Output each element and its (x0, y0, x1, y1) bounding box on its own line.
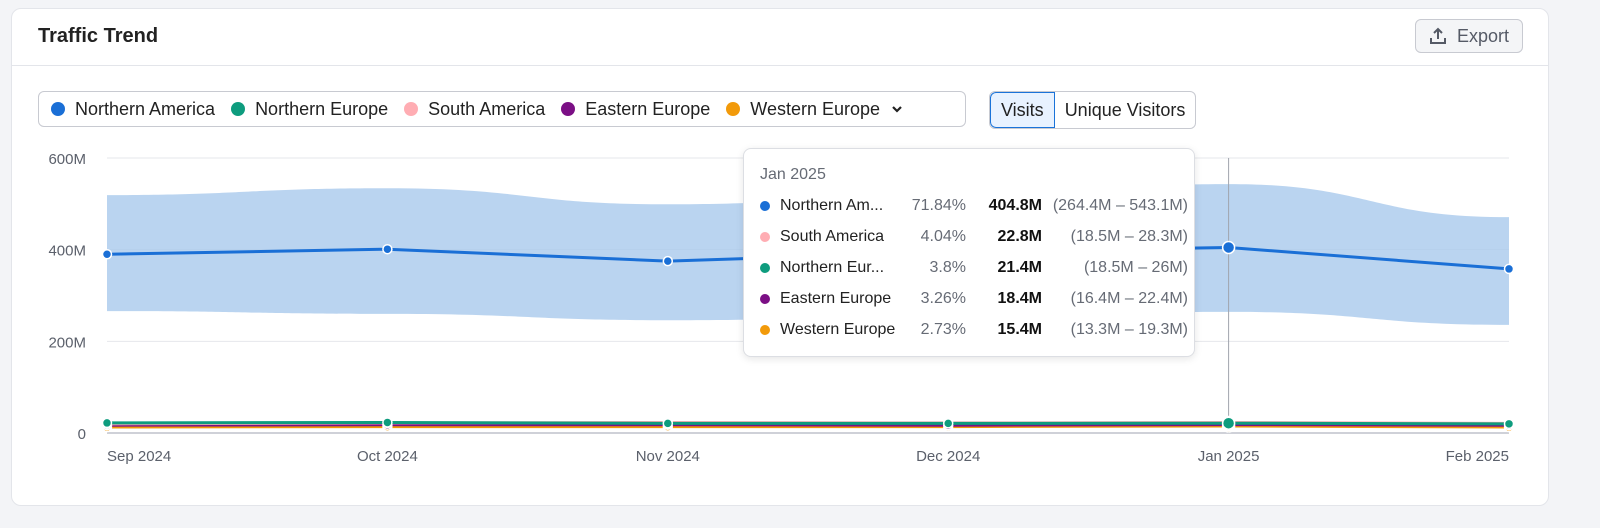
tooltip-percent: 4.04% (920, 228, 966, 245)
x-tick-label: Jan 2025 (1198, 448, 1260, 465)
series-dot (726, 102, 741, 116)
legend-item-western-europe[interactable]: Western Europe (726, 99, 880, 120)
x-tick-label: Feb 2025 (1446, 448, 1509, 465)
legend-item-northern-america[interactable]: Northern America (51, 99, 215, 120)
x-tick-label: Sep 2024 (107, 448, 171, 465)
data-point (382, 243, 393, 255)
tooltip-percent: 71.84% (911, 197, 966, 214)
series-dot (760, 294, 770, 304)
toggle-unique-visitors[interactable]: Unique Visitors (1064, 99, 1186, 120)
series-dot (760, 201, 770, 211)
series-dot (760, 263, 770, 273)
tooltip-series-name: Western Europe (780, 321, 896, 338)
data-point (101, 417, 113, 429)
tooltip-series-name: Northern Am... (780, 197, 884, 214)
series-dot (561, 102, 576, 116)
x-tick-label: Dec 2024 (916, 448, 980, 465)
y-tick-label: 600M (48, 151, 86, 168)
tooltip-row: Western Europe 2.73% 15.4M (13.3M – 19.3M) (760, 320, 1190, 340)
data-point (662, 255, 674, 267)
tooltip-row: Eastern Europe 3.26% 18.4M (16.4M – 22.4M) (760, 289, 1190, 309)
data-point (1221, 240, 1236, 255)
data-point (1503, 418, 1515, 430)
metric-toggle[interactable]: Visits Unique Visitors (989, 91, 1197, 129)
tooltip-series-name: Northern Eur... (780, 259, 885, 276)
card-header: Traffic Trend Export (12, 9, 1548, 66)
card-title: Traffic Trend (38, 25, 159, 47)
tooltip-value: 21.4M (997, 259, 1042, 276)
y-tick-label: 0 (78, 426, 86, 443)
tooltip-value: 18.4M (997, 290, 1042, 307)
tooltip-series-name: South America (780, 228, 885, 245)
series-dot (760, 325, 770, 335)
tooltip-range: (16.4M – 22.4M) (1070, 290, 1188, 307)
series-dot (231, 102, 246, 116)
tooltip-value: 15.4M (997, 321, 1042, 338)
upload-icon (1429, 27, 1446, 44)
tooltip-row: Northern Am... 71.84% 404.8M (264.4M – 543.… (760, 196, 1190, 216)
series-dot (760, 232, 770, 242)
legend-label: Western Europe (750, 98, 881, 119)
legend-item-eastern-europe[interactable]: Eastern Europe (561, 99, 710, 120)
tooltip-row: South America 4.04% 22.8M (18.5M – 28.3M) (760, 227, 1190, 247)
legend-item-south-america[interactable]: South America (404, 99, 545, 120)
series-dot (51, 102, 65, 116)
series-selector[interactable]: Northern America Northern Europe South A… (38, 91, 966, 127)
legend-label: South America (428, 98, 546, 119)
tooltip-percent: 3.8% (929, 259, 966, 276)
tooltip-range: (18.5M – 28.3M) (1070, 228, 1188, 245)
legend-label: Northern Europe (255, 98, 389, 119)
y-tick-label: 200M (48, 334, 86, 351)
legend-label: Northern America (75, 98, 216, 119)
series-line (106, 420, 1510, 426)
data-point (1503, 263, 1515, 275)
tooltip-row: Northern Eur... 3.8% 21.4M (18.5M – 26M) (760, 258, 1190, 278)
export-button[interactable]: Export (1415, 19, 1523, 53)
tooltip-range: (264.4M – 543.1M) (1052, 197, 1188, 214)
tooltip-range: (18.5M – 26M) (1083, 259, 1188, 276)
x-tick-label: Oct 2024 (357, 448, 418, 465)
data-point (662, 418, 674, 429)
tooltip-range: (13.3M – 19.3M) (1070, 321, 1188, 338)
data-point (1221, 416, 1236, 430)
chart-tooltip: Jan 2025 Northern Am... 71.84% 404.8M (264.… (743, 148, 1195, 357)
data-point (101, 249, 113, 260)
tooltip-percent: 3.26% (920, 290, 966, 307)
data-point (942, 418, 954, 429)
tooltip-date: Jan 2025 (760, 166, 826, 183)
tooltip-series-name: Eastern Europe (780, 290, 892, 307)
toggle-visits[interactable]: Visits (990, 92, 1055, 128)
tooltip-percent: 2.73% (920, 321, 966, 338)
legend-item-northern-europe[interactable]: Northern Europe (231, 99, 388, 120)
series-dot (404, 102, 419, 116)
data-point (382, 417, 393, 428)
tooltip-value: 404.8M (988, 197, 1042, 214)
x-tick-label: Nov 2024 (636, 448, 700, 465)
tooltip-value: 22.8M (997, 228, 1042, 245)
legend-label: Eastern Europe (585, 98, 711, 119)
export-label: Export (1456, 25, 1510, 46)
y-tick-label: 400M (48, 243, 86, 260)
chevron-down-icon[interactable] (890, 102, 904, 116)
